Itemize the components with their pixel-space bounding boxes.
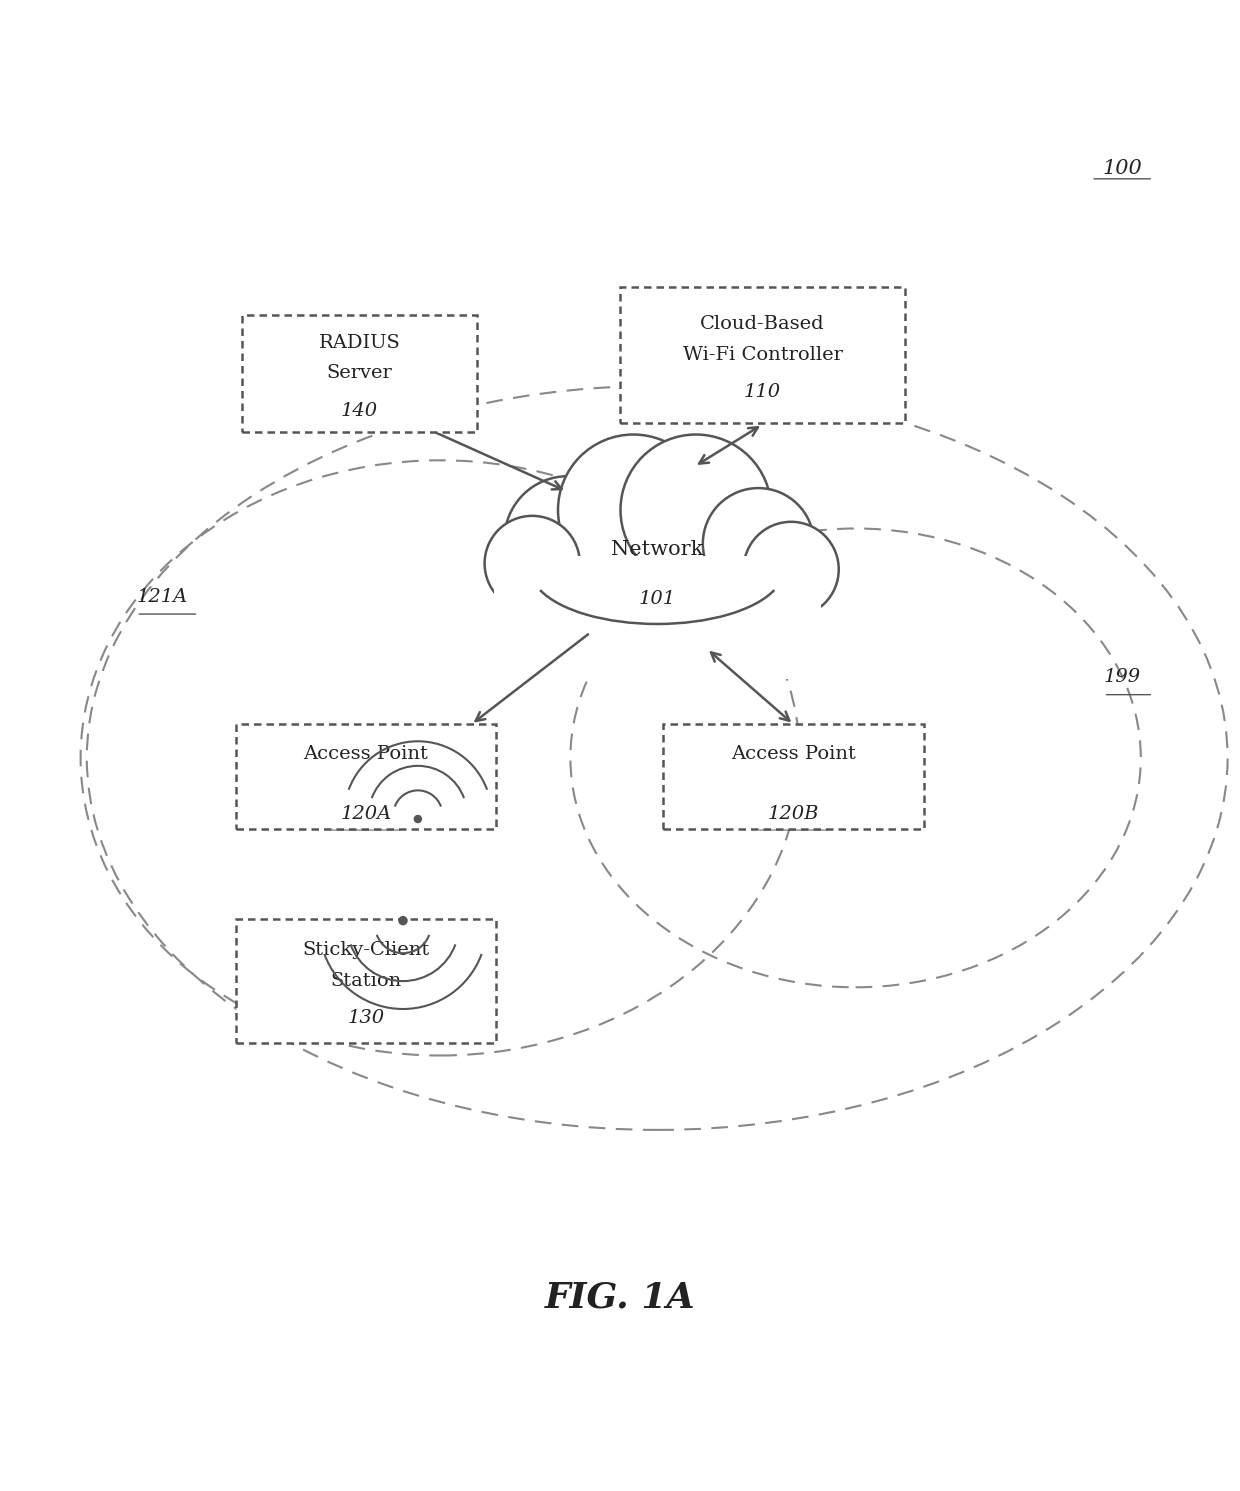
Text: Access Point: Access Point [304,746,428,763]
Circle shape [414,816,422,823]
Text: Server: Server [326,364,393,383]
Text: 130: 130 [347,1009,384,1027]
FancyBboxPatch shape [242,315,477,432]
Circle shape [558,434,709,586]
Text: 120A: 120A [340,805,392,823]
Text: Station: Station [330,972,402,990]
Text: 120B: 120B [768,805,820,823]
Circle shape [744,522,838,617]
Circle shape [703,488,813,599]
Text: 100: 100 [1102,160,1142,179]
Circle shape [485,516,580,611]
Circle shape [620,434,771,586]
Text: 199: 199 [1104,668,1141,686]
Text: Access Point: Access Point [732,746,856,763]
FancyBboxPatch shape [663,723,924,829]
Text: 121A: 121A [136,587,187,605]
FancyBboxPatch shape [236,918,496,1044]
Text: FIG. 1A: FIG. 1A [544,1281,696,1314]
Text: 101: 101 [639,590,676,608]
Ellipse shape [531,514,784,623]
Circle shape [399,917,407,924]
FancyBboxPatch shape [236,723,496,829]
Bar [494,556,821,678]
Text: RADIUS: RADIUS [319,334,401,352]
Text: 121B: 121B [688,587,740,605]
Text: Wi-Fi Controller: Wi-Fi Controller [683,346,842,364]
Text: Sticky-Client: Sticky-Client [303,941,429,959]
Text: 140: 140 [341,401,378,419]
Text: Cloud-Based: Cloud-Based [701,315,825,332]
Text: 110: 110 [744,383,781,401]
Text: Network: Network [611,540,703,559]
FancyBboxPatch shape [620,286,905,423]
Circle shape [505,476,631,604]
